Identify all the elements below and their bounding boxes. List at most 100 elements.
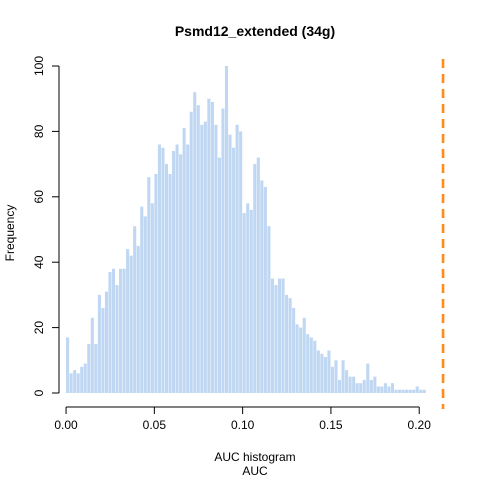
histogram-bar: [323, 357, 327, 393]
histogram-bar: [193, 92, 197, 393]
histogram-bar: [157, 144, 161, 393]
histogram-bar: [235, 124, 239, 394]
histogram-bar: [221, 108, 225, 393]
histogram-bar: [246, 203, 250, 393]
histogram-bar: [292, 307, 296, 393]
histogram-bar: [140, 206, 144, 393]
histogram-bar: [115, 285, 119, 393]
y-axis-label: Frequency: [3, 205, 17, 262]
histogram-bar: [320, 353, 324, 393]
histogram-bar: [119, 268, 123, 393]
histogram-bar: [83, 363, 87, 393]
histogram-bar: [422, 389, 426, 393]
y-tick-label: 60: [32, 190, 46, 204]
histogram-bar: [242, 213, 246, 393]
histogram-bar: [239, 131, 243, 393]
histogram-bar: [97, 294, 101, 393]
chart-title: Psmd12_extended (34g): [175, 23, 335, 39]
histogram-bar: [94, 343, 98, 393]
x-tick-label: 0.00: [54, 418, 78, 432]
histogram-bar: [104, 291, 108, 393]
histogram-bar: [366, 363, 370, 393]
histogram-bar: [80, 366, 84, 393]
histogram-bar: [401, 389, 405, 393]
histogram-bar: [281, 278, 285, 393]
histogram-bar: [224, 66, 229, 393]
histogram-bar: [66, 337, 70, 393]
histogram-bar: [168, 173, 172, 393]
histogram-bar: [154, 173, 158, 393]
histogram-bar: [299, 327, 303, 393]
histogram-bars: [66, 66, 426, 394]
y-tick-label: 80: [32, 124, 46, 138]
histogram-bar: [408, 389, 412, 393]
histogram-bar: [369, 379, 373, 393]
x-tick-label: 0.05: [143, 418, 167, 432]
histogram-bar: [302, 317, 306, 393]
histogram-bar: [362, 379, 366, 393]
histogram-bar: [270, 278, 274, 393]
histogram-bar: [383, 383, 387, 393]
histogram-bar: [295, 324, 299, 393]
y-axis: 0 20 40 60 80 100: [32, 56, 60, 396]
histogram-bar: [217, 157, 221, 393]
histogram-bar: [129, 255, 133, 393]
histogram-bar: [126, 249, 130, 393]
histogram-bar: [179, 154, 183, 393]
y-tick-label: 20: [32, 321, 46, 335]
x-tick-label: 0.20: [408, 418, 432, 432]
histogram-bar: [200, 124, 204, 394]
histogram-bar: [390, 383, 395, 393]
histogram-bar: [147, 177, 151, 393]
histogram-bar: [69, 373, 73, 393]
histogram-bar: [334, 360, 338, 393]
y-tick-label: 40: [32, 255, 46, 269]
histogram-bar: [196, 105, 200, 394]
x-tick-label: 0.15: [319, 418, 343, 432]
histogram-bar: [337, 379, 342, 393]
histogram-bar: [232, 147, 236, 393]
histogram-bar: [186, 144, 190, 393]
histogram-bar: [164, 164, 169, 393]
histogram-bar: [101, 307, 105, 393]
histogram-bar: [274, 285, 278, 393]
histogram-bar: [380, 386, 384, 393]
histogram-bar: [288, 298, 292, 393]
y-tick-label: 100: [32, 56, 46, 76]
histogram-bar: [277, 278, 282, 393]
histogram-bar: [253, 164, 257, 393]
histogram-bar: [355, 383, 359, 393]
histogram-bar: [330, 366, 335, 393]
x-axis-label-1: AUC histogram: [214, 450, 295, 464]
x-axis: 0.00 0.05 0.10 0.15 0.20: [54, 406, 432, 432]
y-tick-label: 0: [32, 389, 46, 396]
histogram-bar: [405, 389, 409, 393]
histogram-bar: [207, 98, 211, 393]
histogram-bar: [136, 245, 140, 393]
histogram-bar: [313, 340, 317, 393]
histogram-bar: [256, 157, 260, 393]
histogram-bar: [419, 389, 423, 393]
histogram-bar: [76, 373, 80, 393]
histogram-bar: [394, 389, 398, 393]
histogram-bar: [359, 383, 363, 393]
histogram-bar: [412, 389, 416, 393]
histogram-bar: [108, 272, 112, 393]
histogram-bar: [373, 376, 377, 393]
histogram-bar: [172, 151, 176, 393]
histogram-bar: [133, 226, 137, 393]
histogram-bar: [376, 386, 380, 393]
histogram-bar: [143, 216, 147, 393]
histogram-bar: [73, 370, 77, 393]
histogram-bar: [306, 334, 310, 393]
histogram-bar: [189, 111, 193, 393]
histogram-bar: [387, 386, 391, 393]
histogram-bar: [122, 268, 126, 393]
histogram-bar: [345, 370, 349, 393]
histogram-bar: [214, 124, 218, 394]
histogram-bar: [175, 144, 179, 393]
x-tick-label: 0.10: [231, 418, 255, 432]
histogram-bar: [249, 209, 253, 393]
histogram-bar: [260, 180, 264, 393]
histogram-bar: [87, 343, 91, 393]
